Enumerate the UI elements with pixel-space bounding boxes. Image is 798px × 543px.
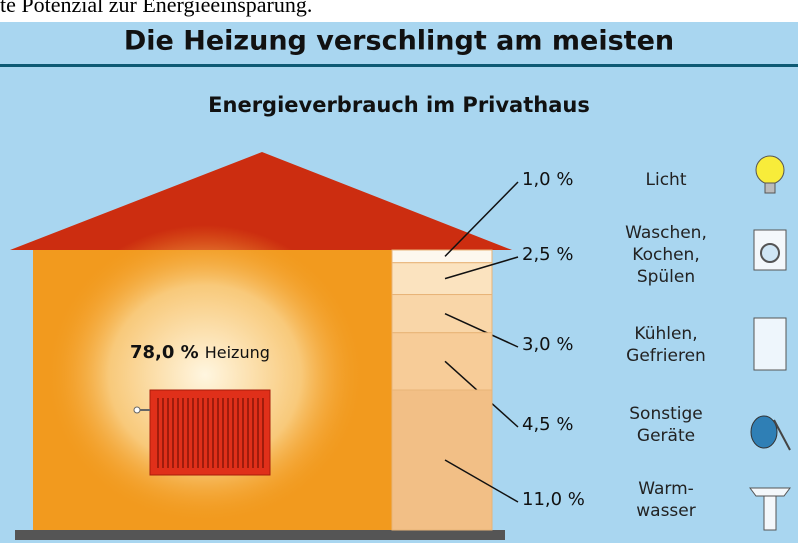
value-label: 4,5 % bbox=[522, 414, 573, 435]
radiator-valve bbox=[134, 407, 140, 413]
segment bbox=[392, 263, 492, 295]
ground bbox=[15, 530, 505, 540]
value-label: 2,5 % bbox=[522, 244, 573, 265]
value-label: 1,0 % bbox=[522, 169, 573, 190]
main-name: Heizung bbox=[205, 343, 270, 362]
title-rule bbox=[0, 64, 798, 67]
category-label: Sonstige Geräte bbox=[606, 403, 726, 447]
icon-bulb-base bbox=[765, 183, 775, 193]
category-label: Warm- wasser bbox=[606, 478, 726, 522]
category-label: Waschen, Kochen, Spülen bbox=[606, 222, 726, 288]
icon-washer-door bbox=[761, 244, 779, 262]
icon-bulb bbox=[756, 156, 784, 184]
segment bbox=[392, 333, 492, 390]
segment bbox=[392, 390, 492, 530]
value-label: 3,0 % bbox=[522, 334, 573, 355]
category-label: Licht bbox=[606, 169, 726, 191]
main-value-label: 78,0 % bbox=[130, 342, 199, 363]
value-label: 11,0 % bbox=[522, 489, 585, 510]
glow bbox=[45, 225, 365, 525]
segment bbox=[392, 295, 492, 333]
segment bbox=[392, 250, 492, 263]
icon-vacuum bbox=[751, 416, 777, 448]
category-label: Kühlen, Gefrieren bbox=[606, 323, 726, 367]
chart-subtitle: Energieverbrauch im Privathaus bbox=[208, 93, 590, 117]
page: te Potenzial zur Energieeinsparung. Die … bbox=[0, 0, 798, 543]
icon-fridge bbox=[754, 318, 786, 370]
chart-title: Die Heizung verschlingt am meisten bbox=[124, 26, 674, 57]
